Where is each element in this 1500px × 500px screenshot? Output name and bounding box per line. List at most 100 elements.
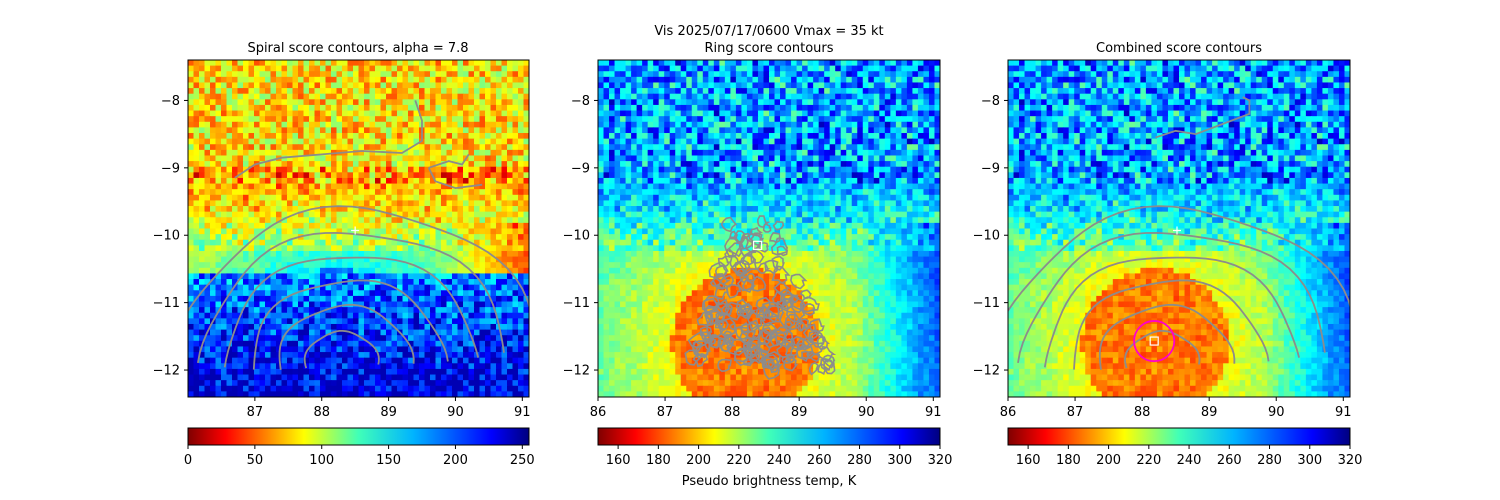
score-contours <box>188 100 529 370</box>
colorbar-tick-label: 320 <box>1338 453 1363 468</box>
colorbar-tick-label: 240 <box>1177 453 1202 468</box>
contour-line <box>223 256 480 368</box>
y-tick-label: −9 <box>571 161 590 176</box>
contour-line <box>799 296 820 313</box>
contour-line <box>776 340 794 358</box>
colorbar-tick-label: 250 <box>510 453 535 468</box>
center-markers <box>351 226 360 235</box>
contour-line <box>1098 303 1236 370</box>
x-tick-label: 87 <box>657 405 674 420</box>
figure-suptitle: Vis 2025/07/17/0600 Vmax = 35 kt <box>654 24 883 39</box>
contour-line <box>1017 231 1326 364</box>
colorbar-tick-label: 320 <box>928 453 953 468</box>
y-tick-label: −11 <box>153 296 180 311</box>
contour-line <box>783 337 794 350</box>
y-tick-label: −9 <box>161 161 180 176</box>
contour-line <box>767 305 785 323</box>
colorbar-tick-label: 200 <box>1096 453 1121 468</box>
x-tick-label: 89 <box>791 405 808 420</box>
x-tick-label: 90 <box>1268 405 1285 420</box>
plus-marker <box>351 226 360 235</box>
contour-line <box>234 100 423 179</box>
contour-line <box>746 337 763 351</box>
contour-line <box>744 342 759 356</box>
y-tick-label: −10 <box>973 229 1000 244</box>
heatmap-image <box>188 60 529 397</box>
contour-line <box>695 343 712 358</box>
colorbar-frame <box>187 427 530 446</box>
contour-line <box>757 327 777 345</box>
contour-line <box>428 153 470 169</box>
x-tick-label: 90 <box>858 405 875 420</box>
colorbar-tick-label: 180 <box>1056 453 1081 468</box>
axes-frame <box>187 59 530 398</box>
contour-line <box>733 347 748 363</box>
contour-line <box>761 323 779 337</box>
x-tick-label: 88 <box>313 405 330 420</box>
colorbar-tick-label: 300 <box>1297 453 1322 468</box>
contour-line <box>762 301 780 319</box>
contour-line <box>817 363 831 375</box>
colorbar-gradient <box>1008 428 1350 445</box>
contour-line <box>734 259 751 276</box>
contour-line <box>761 357 776 369</box>
contour-line <box>746 309 766 331</box>
panel-title: Ring score contours <box>704 41 833 56</box>
contour-line <box>1008 205 1350 313</box>
colorbar-frame <box>597 427 941 446</box>
x-axis: 87 88 89 90 91 <box>247 397 531 420</box>
colorbar-tick-label: 260 <box>1217 453 1242 468</box>
contour-line <box>704 305 727 326</box>
contour-line <box>756 242 769 253</box>
score-contours <box>684 215 837 380</box>
x-tick-label: 86 <box>1000 405 1017 420</box>
panel-spiral: Spiral score contours, alpha = 7.8 87 88 8… <box>153 41 535 468</box>
colorbar-tick-label: 260 <box>807 453 832 468</box>
x-tick-label: 89 <box>380 405 397 420</box>
y-axis: −8 −9 −10 −11 −12 <box>153 94 188 379</box>
axes-frame <box>1007 59 1351 398</box>
contour-line <box>791 336 805 351</box>
contour-line <box>808 361 820 376</box>
y-tick-label: −12 <box>563 364 590 379</box>
center-markers <box>752 240 763 250</box>
contour-line <box>709 277 723 290</box>
contour-line <box>717 255 731 268</box>
contour-line <box>809 332 826 348</box>
contour-line <box>808 318 825 333</box>
y-tick-label: −10 <box>153 229 180 244</box>
contour-line <box>738 302 757 320</box>
contour-line <box>1073 279 1270 370</box>
center-markers <box>1133 226 1181 363</box>
x-axis: 86 87 88 89 90 91 <box>590 397 942 420</box>
y-tick-label: −8 <box>981 94 1000 109</box>
contour-line <box>735 298 749 309</box>
colorbar-tick-label: 100 <box>309 453 334 468</box>
contour-line <box>784 342 800 357</box>
colorbar-tick-label: 280 <box>1257 453 1282 468</box>
x-tick-label: 90 <box>447 405 464 420</box>
contour-line <box>762 222 772 233</box>
contour-line <box>738 321 750 333</box>
contour-line <box>755 305 771 319</box>
contour-line <box>809 352 821 362</box>
contour-line <box>750 249 765 264</box>
contour-line <box>755 296 776 316</box>
panel-combined: Combined score contours 86 87 88 89 90 91 −8−… <box>973 41 1363 468</box>
y-axis: −8 −9 −10 −11 −12 <box>973 94 1008 379</box>
contour-line <box>763 332 782 349</box>
y-tick-label: −11 <box>563 296 590 311</box>
colorbar-tick-label: 240 <box>767 453 792 468</box>
heatmap-image <box>1008 60 1350 397</box>
panel-title: Spiral score contours, alpha = 7.8 <box>247 41 468 56</box>
y-tick-label: −10 <box>563 229 590 244</box>
colorbar: 160 180 200 220 240 260 280 300 320 <box>597 427 953 468</box>
contour-line <box>771 255 785 271</box>
y-axis: −8 −9 −10 −11 −12 <box>563 94 598 379</box>
contour-line <box>427 167 483 190</box>
y-tick-label: −8 <box>571 94 590 109</box>
y-tick-label: −12 <box>973 364 1000 379</box>
colorbar-tick-label: 200 <box>686 453 711 468</box>
colorbar-tick-label: 220 <box>1136 453 1161 468</box>
